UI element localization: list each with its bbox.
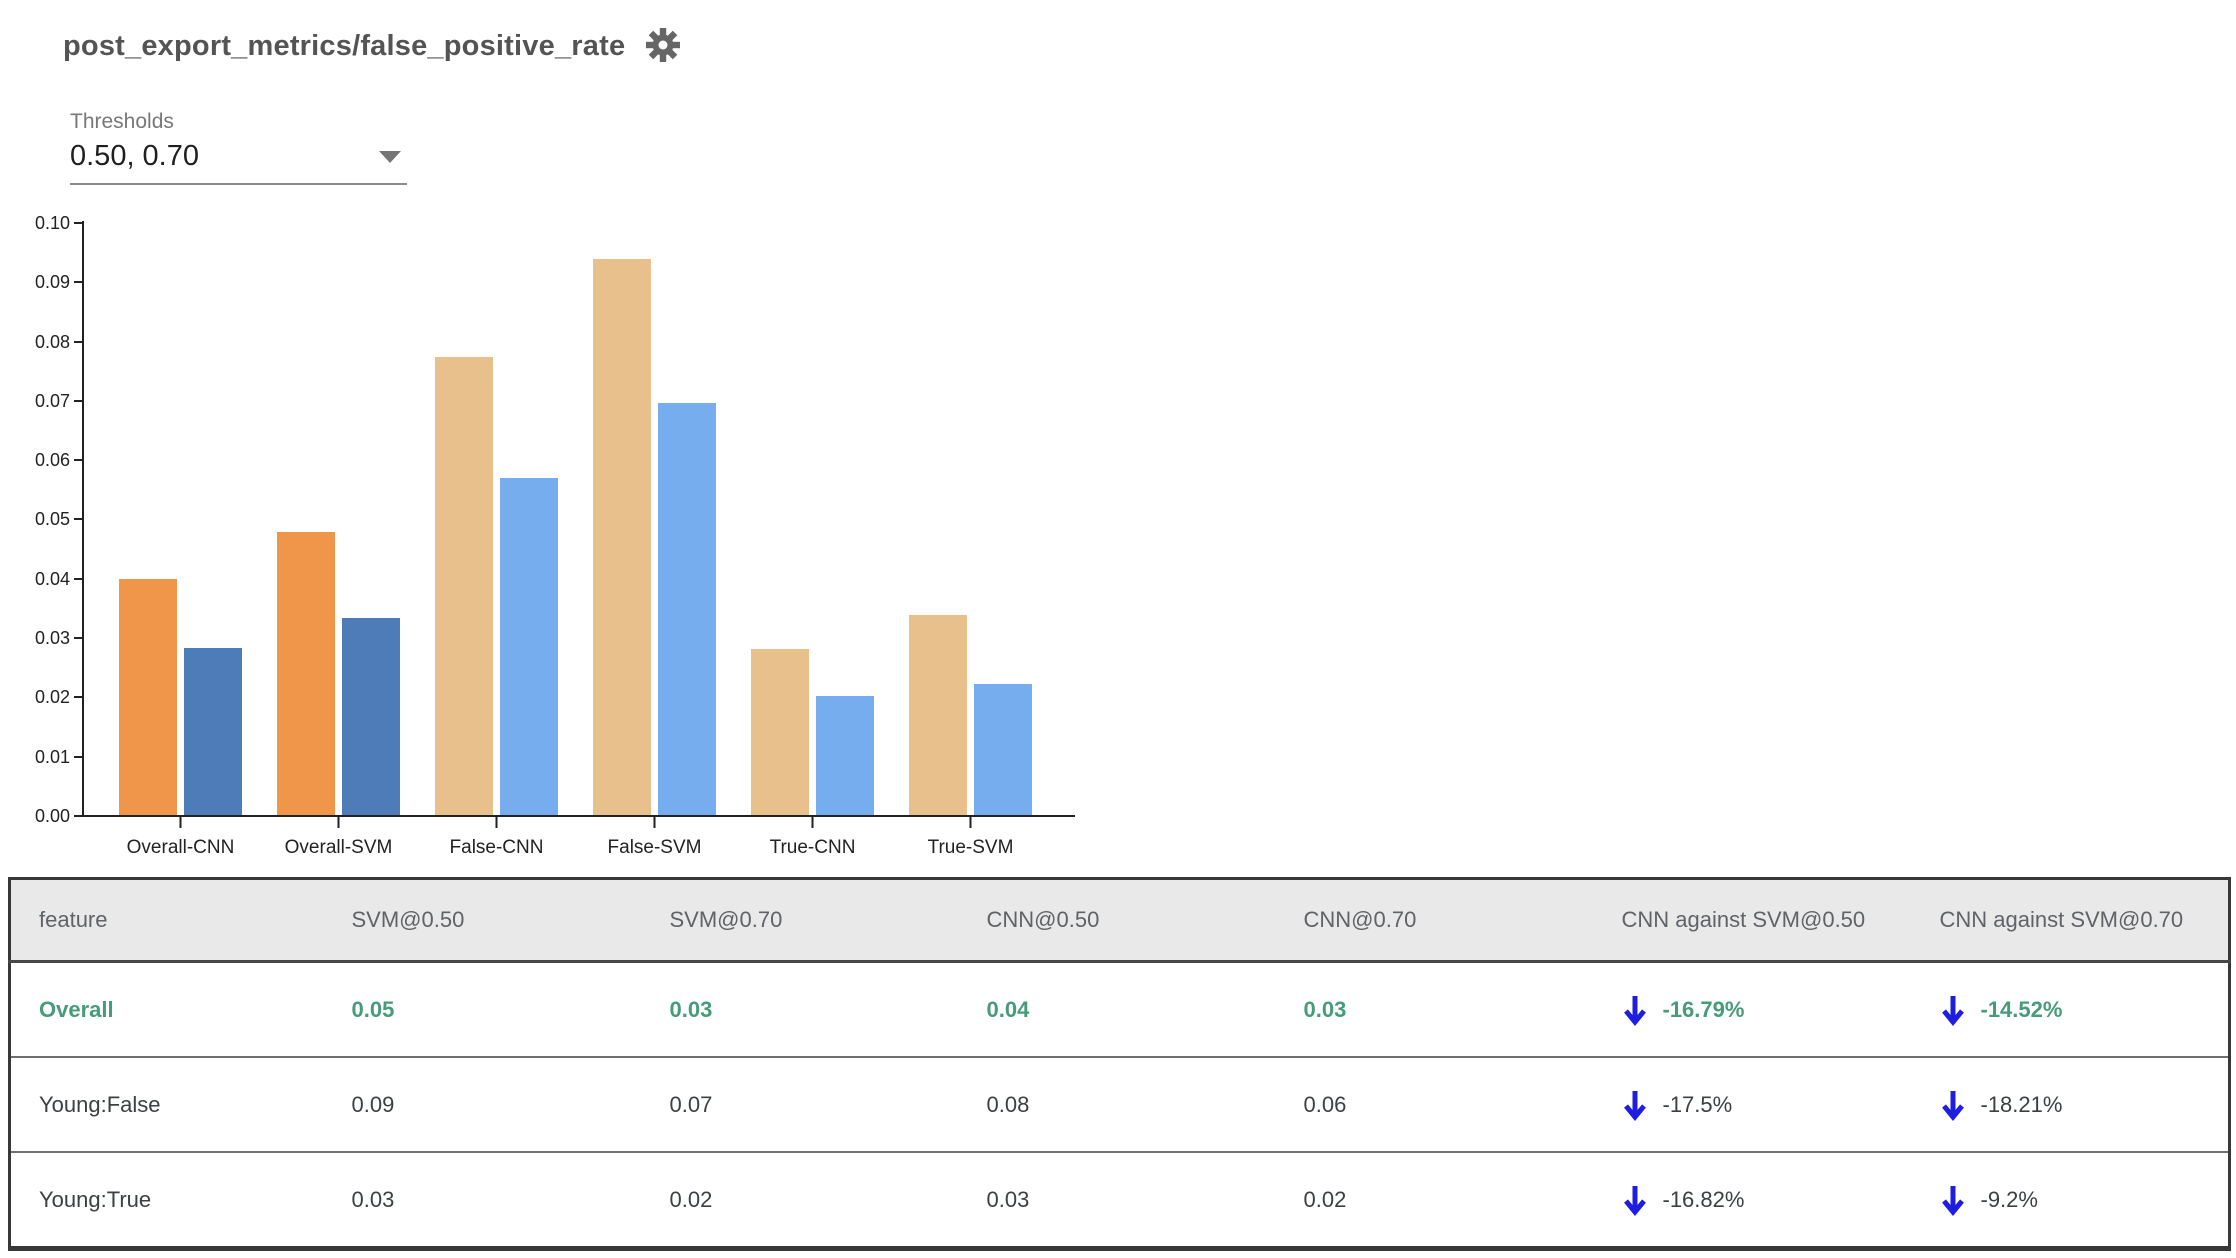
- col-header-cnn-against-svm-0-70: CNN against SVM@0.70: [1911, 878, 2230, 963]
- table-row-overall[interactable]: Overall 0.05 0.03 0.04 0.03 -16.79% -14.52%: [10, 962, 2230, 1058]
- metrics-table: feature SVM@0.50 SVM@0.70 CNN@0.50 CNN@0.70 C…: [8, 877, 2231, 1251]
- y-tick-label: 0.04: [35, 569, 70, 589]
- delta-value: -18.21%: [1980, 1091, 2063, 1117]
- bar-overall-cnn-threshold-0-70[interactable]: [184, 648, 242, 815]
- bar-true-svm-threshold-0-70[interactable]: [974, 684, 1032, 815]
- x-tick-label-false-cnn: False-CNN: [450, 837, 544, 858]
- value-cell-svm-0-50: 0.05: [351, 996, 395, 1022]
- y-tick-label: 0.08: [35, 332, 70, 352]
- bar-overall-cnn-threshold-0-50[interactable]: [119, 579, 177, 815]
- bar-false-cnn-threshold-0-70[interactable]: [500, 478, 558, 815]
- y-tick-label: 0.02: [35, 687, 70, 707]
- metric-header: post_export_metrics/false_positive_rate: [63, 24, 681, 68]
- value-cell-svm-0-70: 0.02: [641, 1151, 959, 1249]
- bar-overall-svm-threshold-0-50[interactable]: [277, 532, 335, 815]
- col-header-cnn-against-svm-0-50: CNN against SVM@0.50: [1593, 878, 1912, 963]
- bar-true-cnn-threshold-0-70[interactable]: [816, 696, 874, 815]
- y-tick-label: 0.01: [35, 747, 70, 767]
- x-tick-label-overall-cnn: Overall-CNN: [127, 837, 235, 858]
- page-title: post_export_metrics/false_positive_rate: [63, 29, 626, 62]
- feature-cell: Overall: [39, 996, 114, 1022]
- bar-chart: 0.00 0.01 0.02 0.03 0.04 0.05 0.06 0.07 0.08 0.09…: [35, 213, 1075, 858]
- x-tick-label-overall-svm: Overall-SVM: [285, 837, 393, 858]
- down-arrow-icon: [1623, 1185, 1646, 1216]
- feature-cell: Young:False: [9, 1056, 324, 1152]
- value-cell-svm-0-70: 0.03: [669, 996, 713, 1022]
- col-header-cnn-0-70: CNN@0.70: [1275, 878, 1594, 963]
- bar-false-cnn-threshold-0-50[interactable]: [435, 357, 493, 815]
- down-arrow-icon: [1623, 1090, 1646, 1121]
- down-arrow-icon: [1941, 995, 1964, 1026]
- x-tick-label-true-cnn: True-CNN: [770, 837, 856, 858]
- y-tick-label: 0.10: [35, 213, 70, 233]
- metrics-table-header: feature SVM@0.50 SVM@0.70 CNN@0.50 CNN@0.70 C…: [9, 878, 2230, 963]
- thresholds-label: Thresholds: [70, 110, 174, 133]
- delta-value: -16.79%: [1662, 996, 1745, 1022]
- value-cell-cnn-0-50: 0.08: [958, 1056, 1276, 1152]
- down-arrow-icon: [1623, 995, 1646, 1026]
- delta-cell-cnn-against-svm-0-70: -18.21%: [1911, 1056, 2230, 1152]
- bar-false-svm-threshold-0-70[interactable]: [658, 403, 716, 815]
- y-tick-label: 0.03: [35, 628, 70, 648]
- x-tick-label-true-svm: True-SVM: [928, 837, 1014, 858]
- delta-cell-cnn-against-svm-0-50: -16.82%: [1593, 1151, 1912, 1249]
- delta-value: -9.2%: [1980, 1186, 2038, 1212]
- y-tick-label: 0.05: [35, 509, 70, 529]
- x-tick-label-false-svm: False-SVM: [608, 837, 702, 858]
- delta-value: -16.82%: [1662, 1186, 1745, 1212]
- y-tick-label: 0.07: [35, 391, 70, 411]
- value-cell-svm-0-50: 0.09: [323, 1056, 642, 1152]
- y-tick-label: 0.00: [35, 806, 70, 826]
- value-cell-cnn-0-70: 0.03: [1303, 996, 1347, 1022]
- thresholds-dropdown[interactable]: Thresholds 0.50, 0.70: [70, 110, 407, 185]
- delta-cell-cnn-against-svm-0-50: -17.5%: [1593, 1056, 1912, 1152]
- col-header-feature: feature: [9, 878, 324, 963]
- col-header-svm-0-50: SVM@0.50: [323, 878, 642, 963]
- delta-value: -17.5%: [1662, 1091, 1733, 1117]
- bar-true-cnn-threshold-0-50[interactable]: [751, 649, 809, 815]
- down-arrow-icon: [1941, 1185, 1964, 1216]
- y-tick-label: 0.06: [35, 450, 70, 470]
- feature-cell: Young:True: [9, 1151, 324, 1249]
- delta-value: -14.52%: [1980, 996, 2063, 1022]
- bar-overall-svm-threshold-0-70[interactable]: [342, 618, 400, 815]
- value-cell-cnn-0-70: 0.06: [1275, 1056, 1594, 1152]
- table-row-young-false[interactable]: Young:False 0.09 0.07 0.08 0.06 -17.5% -18.21%: [9, 1056, 2230, 1152]
- col-header-svm-0-70: SVM@0.70: [641, 878, 959, 963]
- chevron-down-icon: [379, 150, 401, 163]
- value-cell-cnn-0-50: 0.04: [986, 996, 1030, 1022]
- value-cell-cnn-0-50: 0.03: [958, 1151, 1276, 1249]
- bar-false-svm-threshold-0-50[interactable]: [593, 259, 651, 815]
- down-arrow-icon: [1941, 1090, 1964, 1121]
- thresholds-value: 0.50, 0.70: [70, 140, 199, 172]
- col-header-cnn-0-50: CNN@0.50: [958, 878, 1276, 963]
- value-cell-cnn-0-70: 0.02: [1275, 1151, 1594, 1249]
- delta-cell-cnn-against-svm-0-50: -16.79%: [1594, 962, 1912, 1058]
- y-tick-label: 0.09: [35, 272, 70, 292]
- bar-true-svm-threshold-0-50[interactable]: [909, 615, 967, 815]
- value-cell-svm-0-50: 0.03: [323, 1151, 642, 1249]
- value-cell-svm-0-70: 0.07: [641, 1056, 959, 1152]
- table-row-young-true[interactable]: Young:True 0.03 0.02 0.03 0.02 -16.82% -9.2%: [9, 1151, 2230, 1249]
- delta-cell-cnn-against-svm-0-70: -9.2%: [1911, 1151, 2230, 1249]
- delta-cell-cnn-against-svm-0-70: -14.52%: [1912, 962, 2230, 1058]
- settings-gear-icon[interactable]: [645, 27, 681, 68]
